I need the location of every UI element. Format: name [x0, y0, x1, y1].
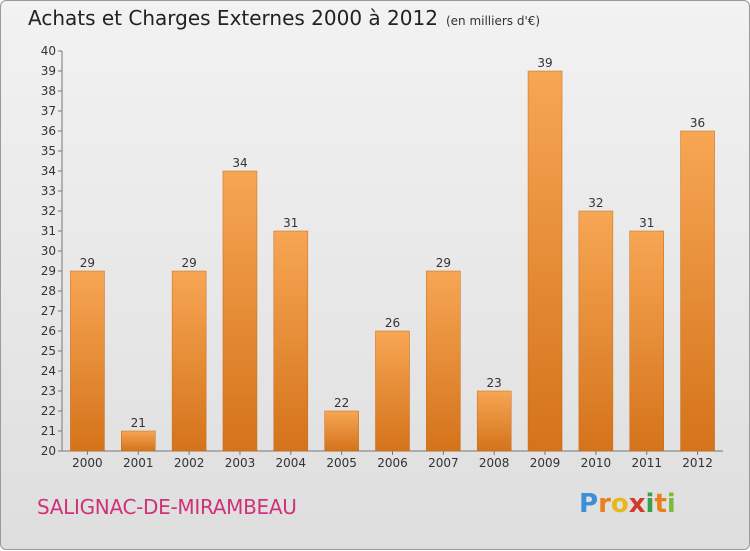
brand-letter: x: [628, 489, 646, 519]
x-tick-label: 2005: [326, 456, 357, 470]
x-tick-label: 2001: [123, 456, 154, 470]
brand-letter: i: [666, 489, 676, 519]
bar-value-label: 39: [537, 56, 552, 70]
y-tick-label: 25: [41, 344, 56, 358]
y-tick-label: 35: [41, 144, 56, 158]
x-tick-label: 2007: [428, 456, 459, 470]
bar-value-label: 32: [588, 196, 603, 210]
y-tick-label: 31: [41, 224, 56, 238]
brand-letter: P: [579, 489, 599, 519]
y-tick-label: 36: [41, 124, 56, 138]
y-tick-label: 29: [41, 264, 56, 278]
x-tick-label: 2002: [174, 456, 205, 470]
bar: [426, 270, 461, 452]
bar-value-label: 29: [181, 256, 196, 270]
brand-letter: i: [645, 489, 655, 519]
y-tick-label: 20: [41, 444, 56, 458]
bar-value-label: 22: [334, 396, 349, 410]
x-tick-label: 2000: [72, 456, 103, 470]
brand-letter: t: [654, 489, 667, 519]
chart-subtitle: (en milliers d'€): [445, 14, 541, 28]
bar-value-label: 31: [639, 216, 654, 230]
bar: [680, 130, 715, 452]
y-tick-label: 22: [41, 404, 56, 418]
commune-name: SALIGNAC-DE-MIRAMBEAU: [37, 495, 297, 519]
bar: [121, 430, 156, 452]
x-tick-label: 2006: [377, 456, 408, 470]
bar: [476, 390, 512, 452]
chart-title: Achats et Charges Externes 2000 à 2012 (e…: [28, 6, 540, 30]
x-tick-label: 2012: [682, 456, 713, 470]
bar-value-label: 29: [80, 256, 95, 270]
y-tick-label: 24: [41, 364, 56, 378]
y-tick-label: 28: [41, 284, 56, 298]
y-axis: 20 21 22 23 24 25 26 27 28 29 30 31 32 33 34 35 36 37 38 39…: [41, 44, 63, 458]
y-tick-label: 30: [41, 244, 56, 258]
bar-value-label: 29: [436, 256, 451, 270]
y-tick-label: 33: [41, 184, 56, 198]
chart-title-text: Achats et Charges Externes 2000 à 2012: [28, 6, 438, 30]
brand-letter: r: [598, 489, 611, 519]
x-tick-label: 2010: [581, 456, 612, 470]
y-tick-label: 38: [41, 84, 56, 98]
y-tick-label: 39: [41, 64, 56, 78]
x-tick-label: 2011: [631, 456, 662, 470]
y-tick-label: 21: [41, 424, 56, 438]
brand-letter: o: [610, 489, 629, 519]
x-tick-label: 2009: [530, 456, 561, 470]
x-tick-label: 2008: [479, 456, 510, 470]
proxiti-logo: Proxiti: [579, 489, 676, 519]
bar-value-label: 31: [283, 216, 298, 230]
x-axis: 2000 2001 2002 2003 2004 2005 2006 2007 2008 2009…: [62, 450, 723, 470]
y-tick-label: 40: [41, 44, 56, 58]
bar: [273, 230, 309, 452]
bar: [375, 330, 410, 452]
y-tick-label: 37: [41, 104, 56, 118]
bar-value-label: 34: [232, 156, 247, 170]
x-tick-label: 2004: [276, 456, 307, 470]
y-tick-label: 32: [41, 204, 56, 218]
bar-value-label: 36: [690, 116, 705, 130]
bar: [629, 230, 664, 452]
bar: [324, 410, 359, 452]
bar: [222, 170, 258, 452]
y-tick-label: 26: [41, 324, 56, 338]
bar-value-label: 23: [487, 376, 502, 390]
y-tick-label: 27: [41, 304, 56, 318]
bar: [171, 270, 207, 452]
bar-value-label: 26: [385, 316, 400, 330]
x-tick-label: 2003: [225, 456, 256, 470]
bars-group: 29 21 29 34 31 22 26 29 23 39 32 31 36: [70, 56, 715, 452]
bar: [70, 270, 105, 452]
bar: [527, 70, 563, 452]
bar: [578, 210, 614, 452]
y-tick-label: 23: [41, 384, 56, 398]
y-tick-label: 34: [41, 164, 56, 178]
bar-value-label: 21: [131, 416, 146, 430]
